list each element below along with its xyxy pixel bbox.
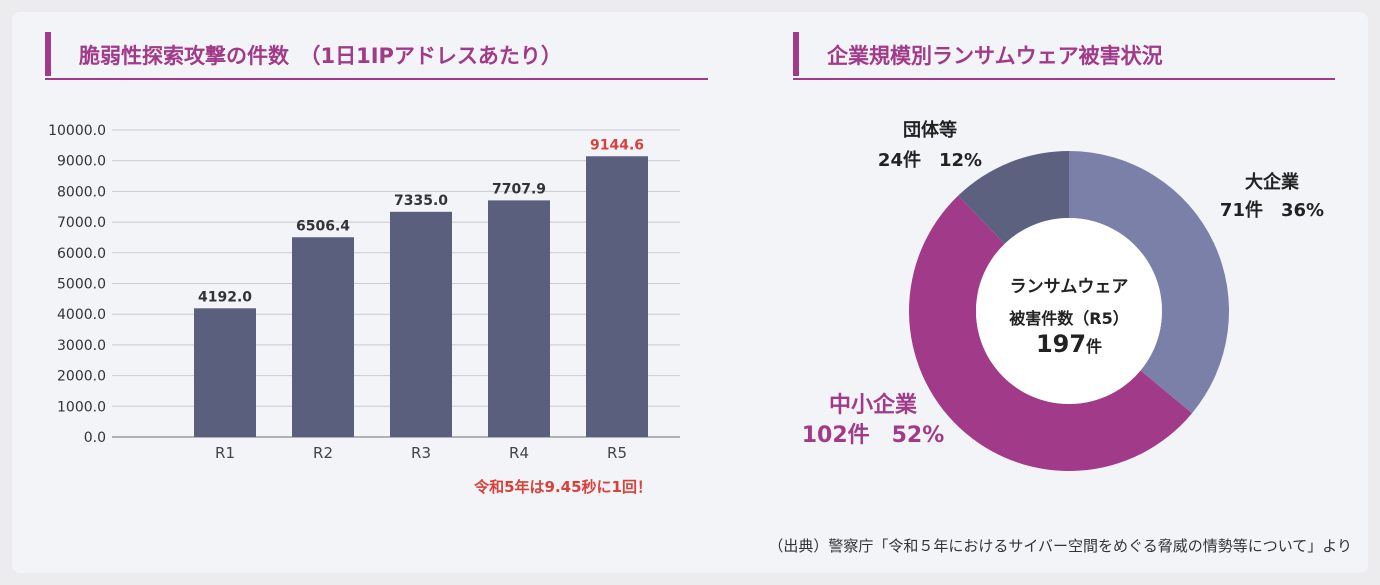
- x-tick-label: R2: [313, 444, 333, 462]
- y-tick-label: 9000.0: [57, 154, 106, 170]
- bar: [194, 308, 256, 437]
- y-tick-label: 10000.0: [48, 123, 106, 139]
- y-tick-label: 1000.0: [57, 399, 106, 415]
- slice-label-name: 大企業: [1245, 171, 1300, 193]
- bar-value-label: 6506.4: [296, 218, 350, 234]
- donut-total-value: 197: [1036, 330, 1086, 358]
- bar-chart-note: 令和5年は9.45秒に1回！: [474, 478, 652, 496]
- header-accent-bar: [793, 32, 799, 76]
- bar: [586, 156, 648, 437]
- bar-chart-title: 脆弱性探索攻撃の件数 （1日1IPアドレスあたり）: [79, 44, 562, 68]
- donut-chart-title: 企業規模別ランサムウェア被害状況: [827, 44, 1163, 68]
- bar: [390, 211, 452, 437]
- slice-label-count: 24件 12%: [878, 149, 982, 171]
- source-citation: （出典）警察庁「令和５年におけるサイバー空間をめぐる脅威の情勢等について」より: [768, 537, 1352, 555]
- header-accent-bar: [45, 32, 51, 76]
- y-tick-label: 0.0: [84, 430, 106, 446]
- x-tick-label: R1: [215, 444, 235, 462]
- slice-label-name: 中小企業: [829, 392, 918, 418]
- bar-chart-header: 脆弱性探索攻撃の件数 （1日1IPアドレスあたり）: [45, 32, 708, 80]
- donut-center-subtitle: 被害件数（R5）: [1009, 309, 1128, 328]
- bar-value-label: 7707.9: [492, 181, 546, 197]
- y-tick-label: 4000.0: [57, 307, 106, 323]
- x-tick-label: R3: [411, 444, 431, 462]
- bar-value-label: 9144.6: [590, 137, 644, 153]
- donut-chart-header: 企業規模別ランサムウェア被害状況: [793, 32, 1335, 80]
- donut-slice: [1069, 151, 1229, 414]
- donut-center-total: 197件: [1036, 330, 1102, 358]
- y-tick-label: 2000.0: [57, 369, 106, 385]
- bar: [292, 237, 354, 437]
- y-tick-label: 5000.0: [57, 277, 106, 293]
- donut-slice: [909, 195, 1193, 471]
- x-tick-label: R4: [509, 444, 529, 462]
- donut-hole: [976, 218, 1162, 404]
- donut-slice: [958, 151, 1069, 244]
- bar-value-label: 4192.0: [198, 289, 252, 305]
- slice-label-count: 102件 52%: [802, 423, 945, 448]
- bar: [488, 200, 550, 437]
- y-tick-label: 7000.0: [57, 215, 106, 231]
- bar-value-label: 7335.0: [394, 193, 448, 209]
- x-tick-label: R5: [607, 444, 627, 462]
- donut-center-title: ランサムウェア: [1010, 277, 1129, 297]
- donut-total-unit: 件: [1086, 337, 1102, 356]
- y-tick-label: 6000.0: [57, 246, 106, 262]
- y-tick-label: 3000.0: [57, 338, 106, 354]
- y-tick-label: 8000.0: [57, 184, 106, 200]
- slice-label-name: 団体等: [903, 119, 957, 141]
- slice-label-count: 71件 36%: [1220, 199, 1324, 221]
